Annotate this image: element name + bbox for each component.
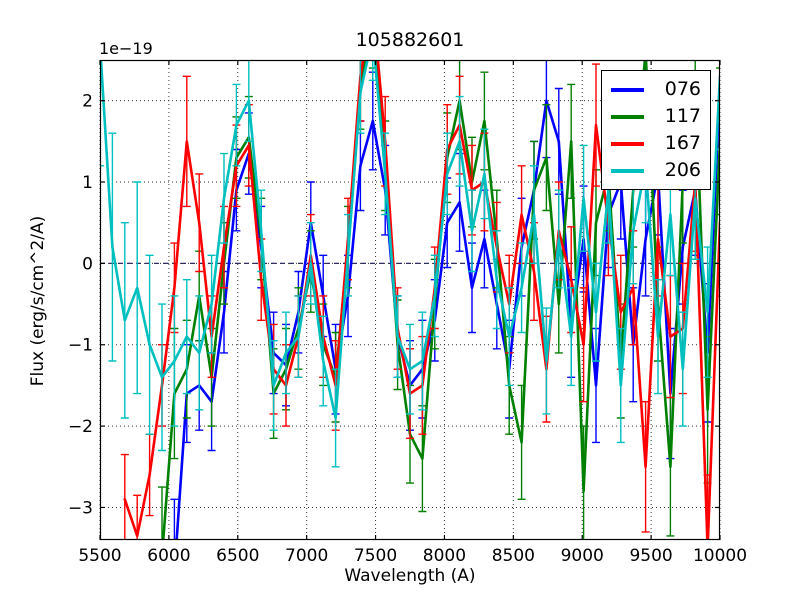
svg-text:8500: 8500: [492, 546, 535, 566]
svg-text:1: 1: [82, 173, 93, 193]
legend-entry-206: 206: [611, 161, 701, 180]
legend-label-076: 076: [664, 78, 701, 100]
svg-text:−3: −3: [68, 498, 93, 518]
svg-text:8000: 8000: [423, 546, 466, 566]
legend-label-117: 117: [664, 105, 701, 127]
svg-text:0: 0: [82, 254, 93, 274]
series-206: [100, 60, 720, 468]
legend-line-sample-076: [611, 87, 644, 92]
legend-label-167: 167: [664, 132, 701, 154]
legend-line-sample-206: [611, 168, 644, 173]
legend-entry-117: 117: [611, 107, 701, 126]
plot-title: 105882601: [355, 29, 465, 51]
legend: 076 117 167 206: [601, 70, 711, 190]
tick-marks: [99, 60, 721, 540]
y-tick-labels: 2 1 0 −1 −2 −3: [68, 92, 93, 519]
svg-text:10000: 10000: [693, 546, 747, 566]
legend-line-sample-117: [611, 114, 644, 119]
svg-text:7500: 7500: [354, 546, 397, 566]
svg-text:−2: −2: [68, 417, 93, 437]
legend-entry-076: 076: [611, 80, 701, 99]
svg-text:9000: 9000: [561, 546, 604, 566]
legend-entry-167: 167: [611, 134, 701, 153]
x-axis-label: Wavelength (A): [344, 566, 476, 586]
svg-text:9500: 9500: [629, 546, 672, 566]
svg-text:6500: 6500: [216, 546, 259, 566]
legend-line-sample-167: [611, 141, 644, 146]
svg-text:2: 2: [82, 92, 93, 112]
svg-text:6000: 6000: [147, 546, 190, 566]
axes-frame: [99, 59, 721, 541]
series-206-line: [100, 60, 720, 420]
y-axis-offset-text: 1e−19: [99, 39, 153, 58]
svg-text:−1: −1: [68, 336, 93, 356]
x-tick-labels: 5500 6000 6500 7000 7500 8000 8500 9000 9500 1000…: [78, 546, 747, 566]
svg-text:5500: 5500: [78, 546, 121, 566]
legend-label-206: 206: [664, 159, 701, 181]
svg-text:7000: 7000: [285, 546, 328, 566]
y-axis-label: Flux (erg/s/cm^2/A): [28, 215, 48, 387]
